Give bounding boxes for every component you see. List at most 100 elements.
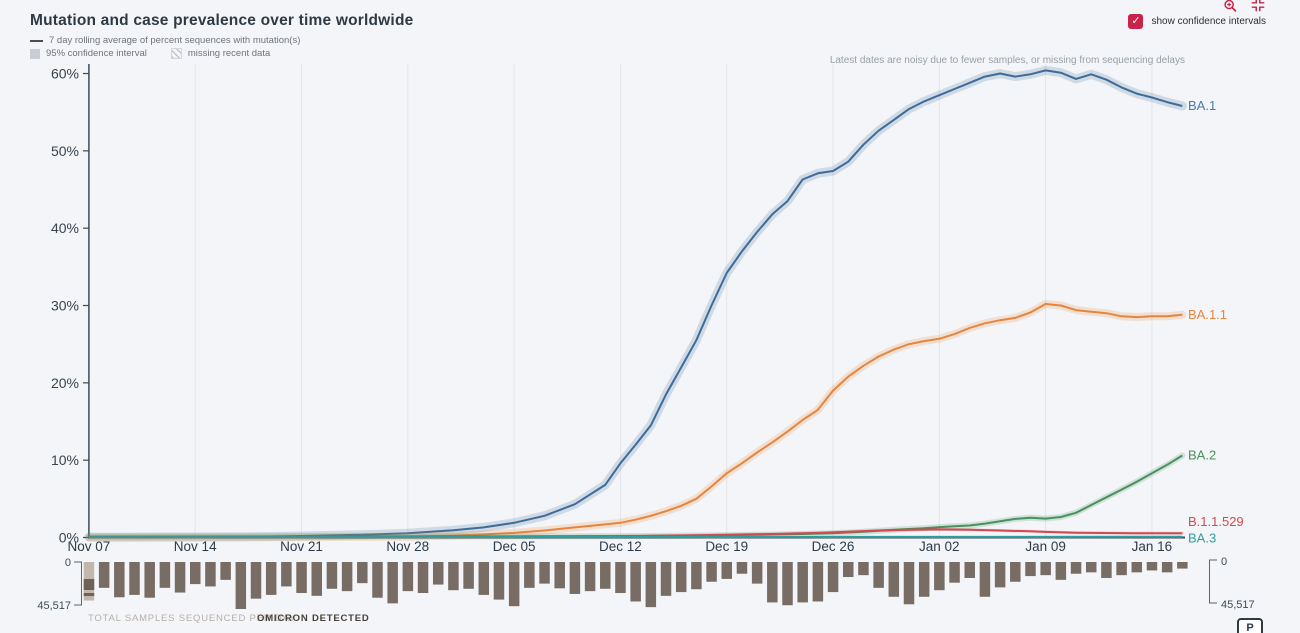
series-label-BA.2: BA.2 <box>1188 448 1216 463</box>
y-tick-label: 50% <box>51 143 79 159</box>
sample-bar <box>357 562 368 584</box>
sample-bar <box>1070 562 1082 574</box>
series-line-BA.1.1 <box>88 303 1183 539</box>
y-tick-label: 30% <box>51 298 79 314</box>
y-tick-label: 0% <box>59 530 79 546</box>
sample-bar <box>235 562 247 609</box>
sample-bar <box>782 562 793 606</box>
samples-axis-bracket-right <box>1209 559 1217 604</box>
sample-bar <box>1161 562 1173 573</box>
y-tick-label: 40% <box>51 220 79 236</box>
sample-bar <box>903 562 915 605</box>
x-tick-label: Jan 16 <box>1132 539 1173 554</box>
series-label-BA.3: BA.3 <box>1188 531 1216 546</box>
x-tick-label: Dec 26 <box>812 539 855 554</box>
sample-bar-band <box>83 593 95 596</box>
sample-bar <box>1025 562 1036 577</box>
sample-bar <box>265 562 277 595</box>
sample-bar <box>964 562 975 578</box>
sample-bar <box>675 562 687 593</box>
sample-bar <box>918 562 930 597</box>
sample-bar <box>1010 562 1021 582</box>
sample-bar <box>630 562 641 602</box>
ci-band-BA.1 <box>84 65 1187 542</box>
sample-bar <box>524 562 535 588</box>
sample-bar <box>767 562 778 603</box>
sample-bar <box>220 562 231 580</box>
sample-bar <box>873 562 884 588</box>
series-label-BA.1: BA.1 <box>1188 98 1216 113</box>
sample-bar <box>1131 562 1143 573</box>
sample-bar <box>979 562 991 597</box>
series-label-BA.1.1: BA.1.1 <box>1188 307 1227 322</box>
show-ci-label: show confidence intervals <box>1151 16 1266 27</box>
confidence-interval-swatch <box>30 48 40 59</box>
sample-bar <box>114 562 125 598</box>
zoom-in-icon[interactable] <box>1222 0 1238 12</box>
sample-bar <box>554 562 565 589</box>
sample-bar <box>387 562 398 604</box>
compress-icon[interactable] <box>1250 0 1266 12</box>
x-tick-label: Nov 28 <box>386 539 429 554</box>
sample-bar <box>797 562 808 603</box>
sample-bar <box>417 562 429 594</box>
y-tick-label: 60% <box>51 66 79 82</box>
x-tick-label: Jan 02 <box>919 539 960 554</box>
sample-bar <box>615 562 626 594</box>
x-tick-label: Nov 14 <box>174 539 217 554</box>
sample-bar <box>326 562 338 589</box>
sample-bar <box>281 562 292 587</box>
page-title: Mutation and case prevalence over time w… <box>30 12 414 29</box>
y-tick-label: 20% <box>51 375 79 391</box>
sample-bar <box>493 562 505 600</box>
show-ci-checkbox[interactable]: ✓ <box>1128 14 1144 29</box>
sample-bar <box>508 562 520 607</box>
series-line-B.1.1.529 <box>88 528 1183 538</box>
sample-bar-band <box>83 579 95 590</box>
x-tick-label: Jan 09 <box>1025 539 1066 554</box>
sample-bar <box>1101 562 1112 578</box>
series-label-B.1.1.529: B.1.1.529 <box>1188 514 1244 529</box>
sample-bar <box>190 562 201 585</box>
legend-rolling-average-label: 7 day rolling average of percent sequenc… <box>49 35 301 46</box>
sample-bar <box>448 562 459 591</box>
samples-zero-label-left: 0 <box>65 557 71 569</box>
sample-bar <box>691 562 702 590</box>
sample-bar <box>751 562 763 584</box>
samples-max-label-left: 45,517 <box>37 600 71 612</box>
sample-bar <box>159 562 171 588</box>
sample-bar <box>205 562 216 587</box>
sample-bar <box>1177 562 1188 569</box>
x-tick-label: Dec 19 <box>705 539 748 554</box>
sample-bar <box>144 562 155 598</box>
sample-bar <box>827 562 839 593</box>
sample-bar <box>888 562 900 597</box>
show-confidence-toggle[interactable]: ✓ show confidence intervals <box>1128 14 1266 29</box>
sample-bar <box>402 562 414 592</box>
ci-band-BA.1.1 <box>84 300 1187 542</box>
sample-bar <box>432 562 444 585</box>
series-line-BA.2 <box>88 454 1183 538</box>
samples-max-label-right: 45,517 <box>1221 599 1255 611</box>
sample-bar <box>645 562 657 608</box>
y-tick-label: 10% <box>51 452 79 468</box>
sample-bar <box>1085 562 1097 573</box>
sample-bar <box>949 562 960 583</box>
sample-bar <box>843 562 854 578</box>
sample-bar <box>934 562 945 591</box>
samples-caption: TOTAL SAMPLES SEQUENCED PER DAY <box>88 613 297 624</box>
pango-lineage-button[interactable]: P <box>1237 618 1263 633</box>
sample-bar <box>311 562 322 596</box>
x-tick-label: Nov 21 <box>280 539 323 554</box>
sample-bar <box>174 562 186 593</box>
chart-legend: 7 day rolling average of percent sequenc… <box>30 34 300 60</box>
sample-bar <box>463 562 474 589</box>
legend-missing-data-label: missing recent data <box>187 48 271 59</box>
samples-zero-label-right: 0 <box>1221 556 1227 568</box>
legend-confidence-label: 95% confidence interval <box>46 48 147 59</box>
sample-bar <box>858 562 869 576</box>
x-tick-label: Dec 05 <box>493 539 536 554</box>
omicron-detected-caption: OMICRON DETECTED <box>257 613 370 624</box>
